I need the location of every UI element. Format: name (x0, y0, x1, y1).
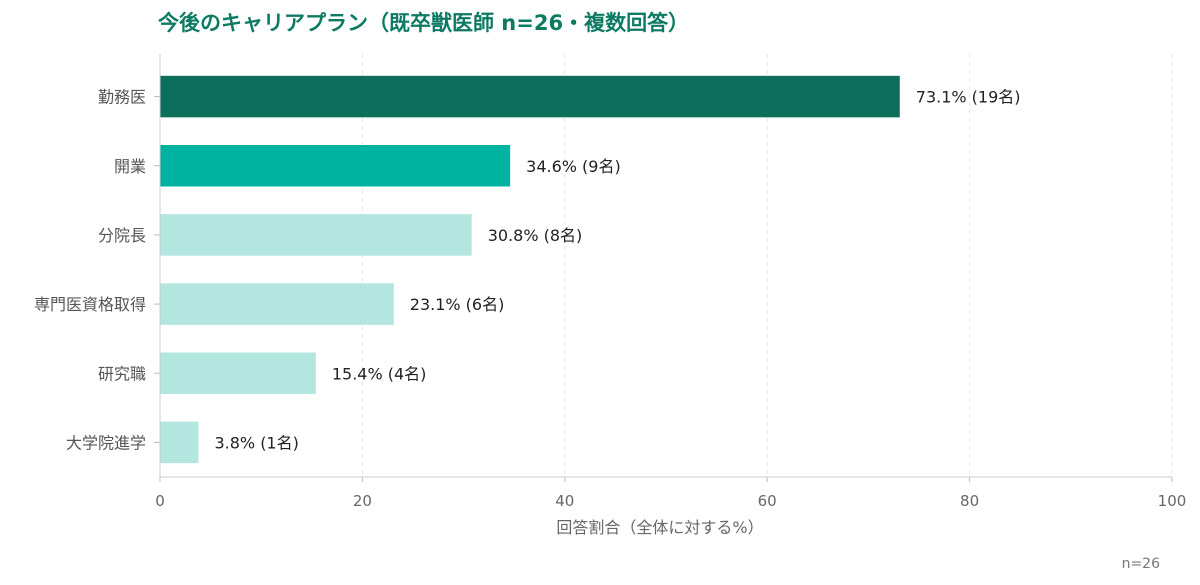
bar (160, 283, 394, 325)
x-tick-label: 20 (353, 492, 372, 510)
bar (160, 421, 199, 464)
x-tick-label: 60 (758, 492, 777, 510)
bar-value-label: 34.6% (9名) (526, 157, 621, 176)
bar-value-label: 23.1% (6名) (410, 295, 505, 314)
category-label: 専門医資格取得 (34, 295, 146, 314)
x-tick-label: 0 (155, 492, 165, 510)
bar (160, 214, 472, 256)
bars (160, 75, 900, 464)
bar-value-label: 30.8% (8名) (488, 226, 583, 245)
sample-size-note: n=26 (1122, 556, 1161, 572)
x-tick-label: 40 (555, 492, 574, 510)
category-label: 開業 (114, 157, 146, 176)
x-tick-label: 100 (1158, 492, 1187, 510)
category-label: 研究職 (98, 364, 146, 383)
x-axis-title: 回答割合（全体に対する%） (556, 518, 763, 537)
bar (160, 352, 316, 394)
bar-value-label: 3.8% (1名) (214, 433, 298, 452)
x-tick-label: 80 (960, 492, 979, 510)
bar (160, 145, 511, 187)
bar-value-label: 15.4% (4名) (332, 364, 427, 383)
category-label: 勤務医 (98, 88, 146, 107)
bar (160, 75, 900, 118)
gridlines (361, 54, 1173, 477)
category-label: 大学院進学 (66, 433, 146, 452)
bar-value-label: 73.1% (19名) (916, 88, 1021, 107)
chart-title: 今後のキャリアプラン（既卒獣医師 n=26・複数回答） (158, 11, 689, 35)
labels: 0 20 40 60 80 100 勤務医 73.1% (19名) 開業 34.6% (9名) 分院… (34, 88, 1186, 510)
category-label: 分院長 (98, 226, 146, 245)
